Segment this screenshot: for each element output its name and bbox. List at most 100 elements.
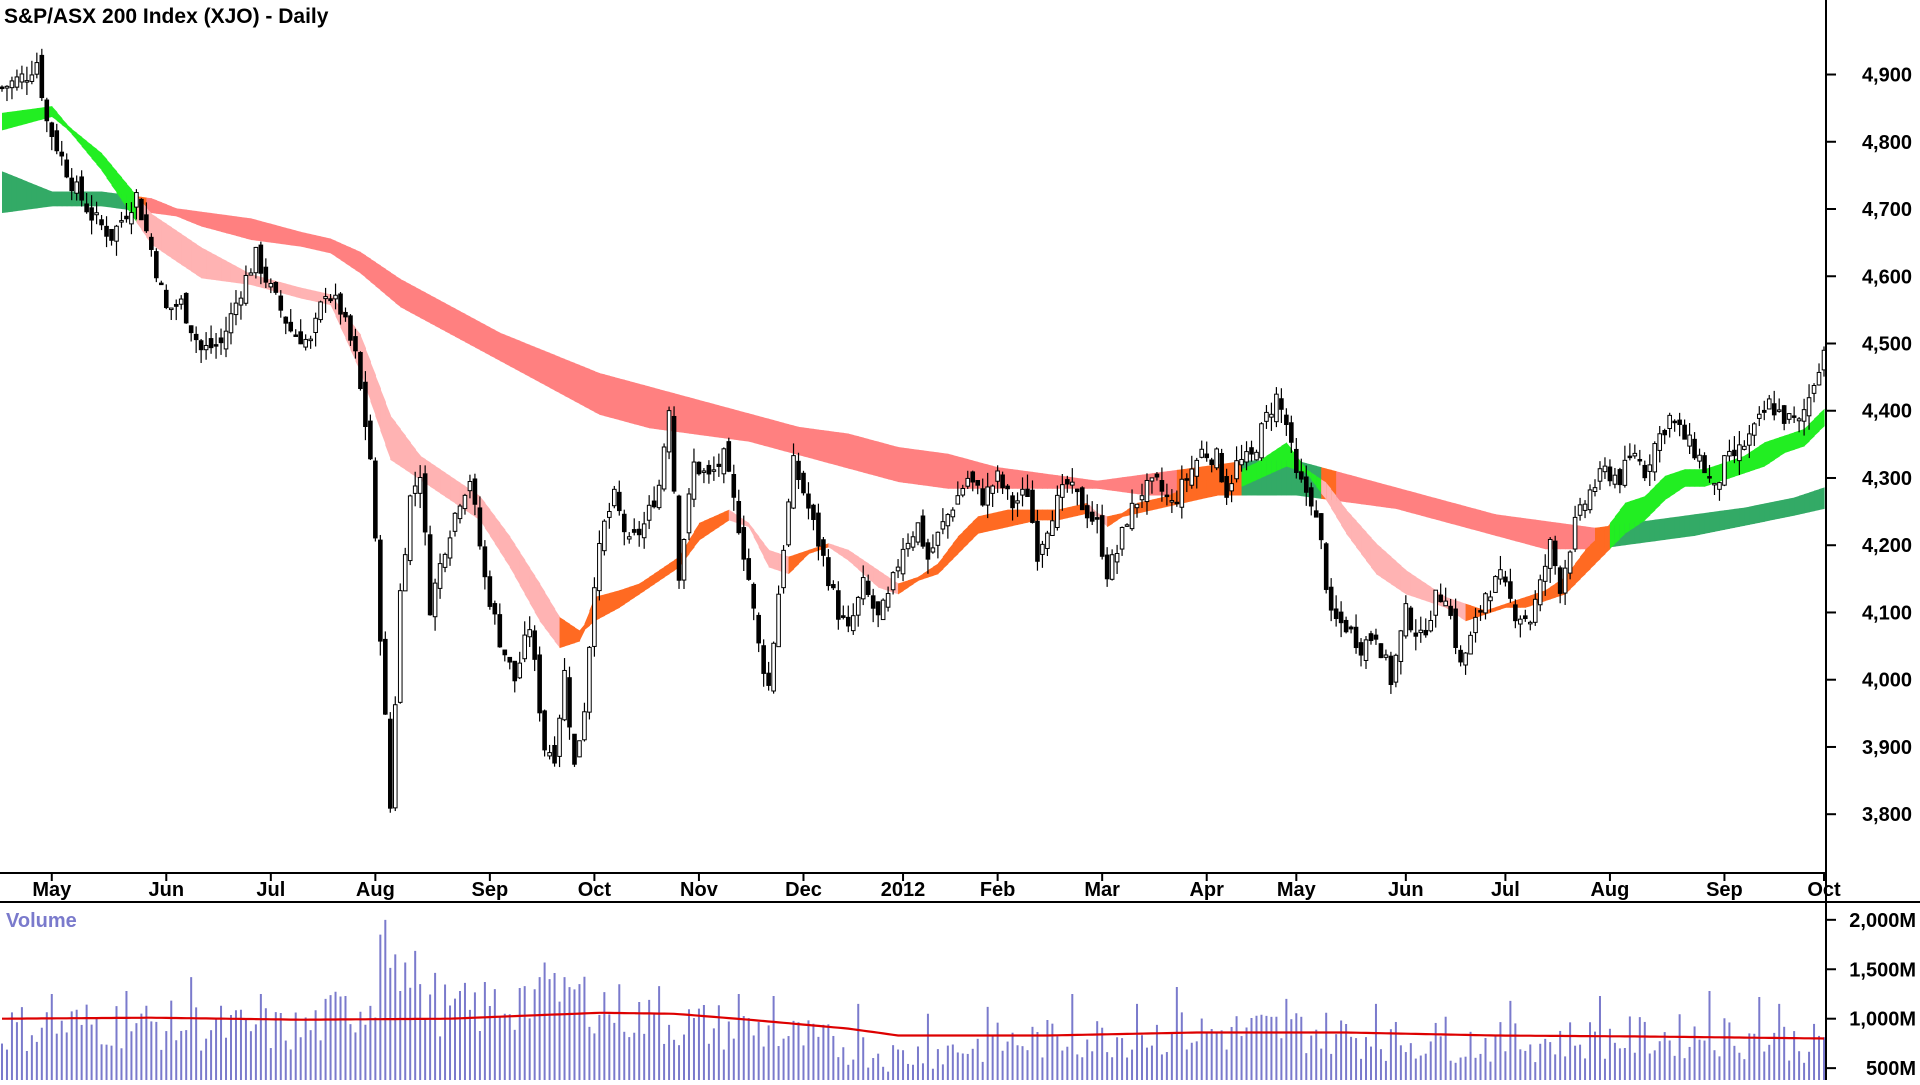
- candle-down: [1368, 633, 1374, 642]
- candle-up: [457, 505, 463, 520]
- short-ma-band-segment: [116, 171, 123, 201]
- candle-down: [64, 159, 70, 178]
- short-ma-band-segment: [1415, 576, 1422, 600]
- short-ma-band-segment: [1331, 489, 1337, 517]
- long-ma-band-segment: [549, 352, 556, 391]
- long-ma-band-segment: [539, 348, 546, 386]
- candle-up: [1542, 565, 1548, 582]
- candle-up: [1483, 593, 1488, 614]
- short-ma-band-segment: [664, 563, 670, 578]
- candle-up: [94, 212, 99, 216]
- price-y-axis: 3,800 3,900 4,000 4,100 4,200 4,300 4,400 4,500…: [1826, 65, 1912, 826]
- candle-down: [826, 557, 831, 587]
- price-tick-label: 4,200: [1862, 535, 1912, 557]
- short-ma-band-segment: [111, 165, 118, 193]
- candle-up: [582, 711, 587, 741]
- short-ma-band-segment: [1366, 532, 1372, 568]
- candle-down: [39, 54, 45, 99]
- candle-up: [1811, 384, 1817, 394]
- candle-up: [786, 501, 791, 546]
- long-ma-band-segment: [1520, 517, 1526, 544]
- long-ma-band-segment: [445, 303, 451, 335]
- candle-up: [29, 74, 35, 82]
- long-ma-band-segment: [459, 311, 466, 343]
- price-tick-label: 3,900: [1862, 737, 1912, 759]
- short-ma-band-segment: [977, 515, 984, 534]
- long-ma-band-segment: [604, 374, 610, 418]
- candle-down: [706, 464, 712, 475]
- candle-up: [228, 313, 234, 334]
- candle-down: [1478, 610, 1483, 613]
- short-ma-band-segment: [295, 286, 302, 299]
- long-ma-band-segment: [350, 247, 357, 271]
- candle-up: [1060, 484, 1065, 498]
- short-ma-band-segment: [922, 570, 929, 580]
- candle-up: [612, 488, 617, 507]
- long-ma-band-segment: [295, 230, 302, 247]
- short-ma-band-segment: [1679, 469, 1686, 491]
- candle-up: [1443, 600, 1448, 607]
- long-ma-band-segment: [1166, 470, 1173, 496]
- long-ma-band-segment: [1724, 509, 1731, 530]
- candle-up: [467, 481, 473, 492]
- candle-up: [178, 298, 184, 305]
- short-ma-band-segment: [992, 511, 999, 531]
- candle-down: [532, 630, 537, 660]
- candle-down: [387, 718, 393, 809]
- short-ma-band-segment: [609, 591, 615, 614]
- candle-up: [855, 596, 861, 616]
- short-ma-band-segment: [1769, 438, 1775, 464]
- short-ma-band-segment: [873, 566, 879, 588]
- short-ma-band-segment: [788, 554, 795, 575]
- short-ma-band-segment: [878, 570, 884, 590]
- long-ma-band-segment: [848, 433, 854, 470]
- candle-up: [74, 181, 79, 194]
- short-ma-band-segment: [604, 592, 610, 616]
- candle-up: [990, 485, 995, 494]
- long-ma-band-segment: [1455, 503, 1462, 527]
- long-ma-band-segment: [1809, 490, 1815, 513]
- candle-down: [636, 528, 642, 536]
- long-ma-band-segment: [385, 268, 391, 299]
- short-ma-band-segment: [793, 553, 800, 570]
- long-ma-band-segment: [1017, 469, 1024, 489]
- candle-down: [1373, 634, 1379, 640]
- candle-down: [741, 527, 747, 560]
- long-ma-band-segment: [345, 245, 352, 267]
- candle-up: [1433, 589, 1439, 616]
- short-ma-band-segment: [370, 361, 376, 417]
- candle-up: [781, 549, 786, 589]
- candle-down: [109, 228, 114, 241]
- candle-up: [592, 587, 597, 647]
- candle-down: [865, 580, 871, 595]
- long-ma-band-segment: [1560, 523, 1566, 550]
- candle-up: [1547, 538, 1553, 569]
- candle-up: [308, 338, 313, 342]
- long-ma-band-segment: [1704, 512, 1711, 534]
- short-ma-band-segment: [853, 553, 859, 570]
- short-ma-band-segment: [743, 519, 750, 528]
- short-ma-band-segment: [1002, 509, 1009, 529]
- short-ma-band-segment: [504, 529, 511, 568]
- short-ma-band-segment: [96, 149, 103, 171]
- short-ma-band-segment: [534, 575, 541, 622]
- short-ma-band-segment: [16, 110, 23, 127]
- long-ma-band-segment: [1007, 468, 1014, 489]
- candle-up: [985, 486, 990, 506]
- candle-down: [213, 344, 219, 347]
- short-ma-band-segment: [6, 111, 13, 129]
- volume-tick-label: 2,000M: [1849, 910, 1916, 932]
- long-ma-band-segment: [1425, 495, 1432, 519]
- long-ma-band-segment: [270, 223, 277, 244]
- date-tick-label: 2012: [881, 879, 926, 901]
- candle-down: [89, 207, 94, 221]
- long-ma-band-segment: [1395, 487, 1402, 511]
- date-tick-label: May: [1277, 879, 1317, 901]
- short-ma-band-segment: [1470, 605, 1477, 620]
- long-ma-band-segment: [1450, 502, 1457, 526]
- long-ma-band-segment: [206, 212, 212, 230]
- candle-down: [542, 710, 547, 751]
- candle-up: [1652, 443, 1658, 473]
- candle-down: [1209, 459, 1214, 466]
- short-ma-band-segment: [1619, 502, 1626, 539]
